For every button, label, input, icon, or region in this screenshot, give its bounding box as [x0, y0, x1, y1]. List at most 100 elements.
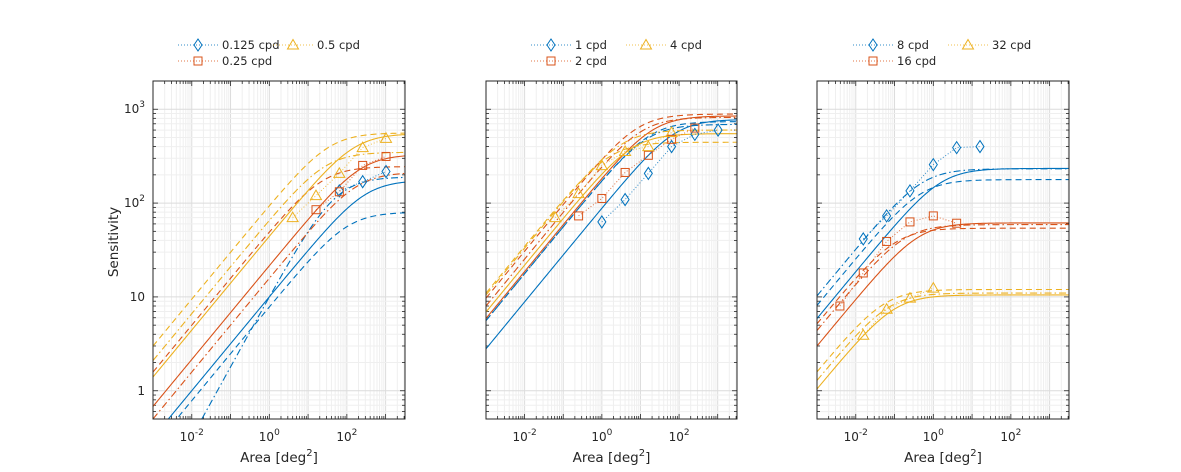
data-point [858, 232, 868, 246]
x-label-base: Area [deg [240, 450, 306, 466]
fit-curve-dashed [817, 288, 1069, 373]
legend-marker [868, 56, 878, 66]
data-line [292, 137, 387, 218]
data-point [835, 301, 845, 311]
data-point [641, 140, 655, 152]
legend-label: 32 cpd [992, 38, 1031, 52]
data-point [643, 166, 653, 181]
legend-label: 8 cpd [897, 38, 929, 52]
data-point [856, 328, 870, 340]
x-tick-label: 10-2 [180, 428, 204, 444]
fit-curve-dashed [817, 227, 1069, 325]
data-point [905, 183, 915, 198]
x-label-sup: 2 [306, 448, 312, 459]
data-point [358, 174, 368, 189]
tick-base: 10 [923, 430, 938, 444]
tick-exp: 3 [139, 100, 145, 110]
data-point [381, 164, 391, 179]
data-point [574, 211, 584, 221]
fit-curve-dashdot [201, 176, 405, 419]
data-point [595, 159, 609, 171]
tick-base: 10 [1000, 430, 1015, 444]
fit-curve-dashed [486, 113, 737, 299]
legend-marker [546, 56, 556, 66]
tick-exp: 0 [938, 428, 944, 438]
legend-marker [193, 56, 203, 66]
legend-item: 16 cpd [853, 54, 936, 68]
fit-curve-dashdot [486, 123, 737, 321]
axes-box [816, 80, 1070, 420]
legend-item: 4 cpd [626, 38, 702, 52]
tick-base: 10 [180, 430, 195, 444]
x-tick-label: 10-2 [512, 428, 536, 444]
data-point [690, 123, 700, 133]
legend-marker [286, 38, 300, 50]
tick-exp: -2 [859, 428, 868, 438]
fit-curve-solid [486, 133, 737, 313]
data-point [882, 236, 892, 246]
data-point [882, 209, 892, 223]
data-point [926, 281, 940, 293]
tick-base: 1 [137, 384, 145, 398]
grid [485, 80, 737, 420]
data-point [311, 205, 321, 215]
data-point [334, 187, 344, 197]
fit-curve-dashed [175, 212, 405, 419]
data-point [903, 291, 917, 303]
data-point [952, 218, 962, 228]
data-point [928, 157, 938, 172]
data-point [356, 141, 370, 153]
legend-marker [961, 38, 975, 50]
fit-curve-solid [153, 134, 405, 378]
plot-area [486, 113, 737, 350]
y-tick-label: 1 [137, 384, 145, 398]
tick-base: 10 [124, 102, 139, 116]
x-label-tail: ] [313, 450, 318, 466]
data-point [952, 140, 962, 155]
legend-item: 0.25 cpd [178, 54, 272, 68]
x-label-tail: ] [977, 450, 982, 466]
y-tick-label: 103 [124, 100, 145, 116]
fit-curve-dashdot [486, 129, 737, 296]
legend-label: 4 cpd [670, 38, 702, 52]
data-point [643, 150, 653, 160]
data-point [572, 187, 585, 199]
data-point [548, 211, 562, 223]
fit-curve-dashdot [153, 151, 405, 361]
legend-label: 0.25 cpd [222, 54, 272, 68]
tick-exp: -2 [528, 428, 537, 438]
axes-box [485, 80, 738, 420]
data-point [597, 215, 607, 229]
tick-base: 10 [124, 196, 139, 210]
fit-curve-solid [817, 294, 1069, 390]
tick-base: 10 [844, 430, 859, 444]
axes-box [152, 80, 406, 420]
data-line [339, 171, 387, 192]
legend-item: 8 cpd [853, 38, 929, 52]
data-point [665, 126, 678, 138]
legend-marker [546, 38, 556, 52]
data-line [862, 146, 981, 240]
data-point [381, 151, 391, 161]
fit-curve-solid [153, 155, 405, 407]
tick-base: 10 [512, 430, 527, 444]
legend-label: 0.5 cpd [317, 38, 360, 52]
data-point [597, 193, 607, 203]
x-tick-label: 100 [259, 428, 280, 444]
legend-item: 2 cpd [531, 54, 607, 68]
data-point [880, 302, 893, 314]
tick-exp: 2 [684, 428, 690, 438]
legend-label: 0.125 cpd [222, 38, 280, 52]
legend-item: 0.5 cpd [273, 38, 360, 52]
legend-label: 1 cpd [575, 38, 607, 52]
data-point [332, 166, 346, 178]
tick-exp: 2 [139, 194, 145, 204]
fit-curve-solid [817, 222, 1069, 347]
data-point [286, 211, 300, 223]
legend: 1 cpd 2 cpd 4 cpd [531, 38, 702, 68]
x-axis-label: Area [deg2] [573, 448, 651, 466]
legend-label: 2 cpd [575, 54, 607, 68]
